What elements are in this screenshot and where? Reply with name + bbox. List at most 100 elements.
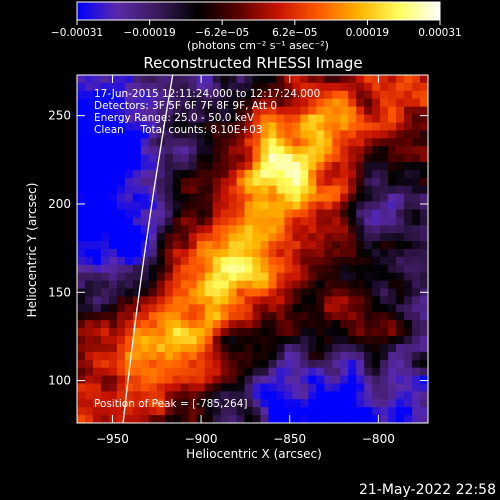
heatmap-cell <box>388 225 397 234</box>
heatmap-cell <box>140 225 150 234</box>
heatmap-cell <box>308 185 317 195</box>
heatmap-cell <box>92 75 102 84</box>
heatmap-cell <box>348 249 357 258</box>
heatmap-cell <box>260 343 269 353</box>
heatmap-cell <box>236 217 245 226</box>
heatmap-cell <box>276 122 285 131</box>
heatmap-cell <box>180 90 190 100</box>
heatmap-cell <box>380 106 389 115</box>
heatmap-cell <box>268 209 277 218</box>
heatmap-cell <box>396 399 405 408</box>
heatmap-cell <box>260 249 269 258</box>
heatmap-cell <box>284 359 293 369</box>
heatmap-cell <box>348 288 357 297</box>
heatmap-cell <box>156 351 166 361</box>
heatmap-cell <box>188 336 198 345</box>
heatmap-cell <box>420 375 428 384</box>
heatmap-cell <box>324 351 333 361</box>
heatmap-cell <box>220 407 229 416</box>
heatmap-cell <box>244 233 253 242</box>
heatmap-cell <box>252 383 261 392</box>
heatmap-cell <box>324 82 333 92</box>
heatmap-cell <box>180 130 190 139</box>
heatmap-cell <box>348 201 357 210</box>
heatmap-cell <box>252 201 261 210</box>
heatmap-cell <box>172 367 182 376</box>
heatmap-cell <box>260 336 269 345</box>
heatmap-cell <box>188 272 198 282</box>
heatmap-cell <box>228 367 237 376</box>
heatmap-cell <box>308 288 317 297</box>
heatmap-cell <box>132 154 142 163</box>
heatmap-cell <box>196 304 206 313</box>
heatmap-cell <box>148 185 158 195</box>
heatmap-cell <box>292 249 301 258</box>
heatmap-cell <box>300 146 309 155</box>
heatmap-cell <box>412 415 421 423</box>
heatmap-cell <box>300 415 309 423</box>
heatmap-cell <box>340 280 349 289</box>
heatmap-cell <box>276 177 285 187</box>
heatmap-cell <box>100 312 110 321</box>
heatmap-cell <box>108 193 118 202</box>
heatmap-cell <box>164 177 174 187</box>
heatmap-cell <box>268 162 277 171</box>
heatmap-cell <box>228 288 237 297</box>
heatmap-cell <box>196 162 206 171</box>
heatmap-cell <box>84 82 94 92</box>
heatmap-cell <box>308 415 317 423</box>
heatmap-cell <box>164 225 174 234</box>
heatmap-cell <box>100 75 110 84</box>
heatmap-cell <box>260 138 269 147</box>
heatmap-cell <box>324 146 333 155</box>
heatmap-cell <box>228 280 237 289</box>
heatmap-cell <box>92 241 102 250</box>
chart-title: Reconstructed RHESSI Image <box>143 54 362 72</box>
heatmap-cell <box>292 177 301 187</box>
heatmap-cell <box>380 320 389 329</box>
heatmap-cell <box>156 328 166 337</box>
heatmap-cell <box>300 304 309 313</box>
heatmap-cell <box>204 415 214 423</box>
heatmap-cell <box>244 185 253 195</box>
heatmap-cell <box>236 343 245 353</box>
heatmap-cell <box>308 264 317 274</box>
heatmap-cell <box>180 375 190 384</box>
heatmap-cell <box>180 233 190 242</box>
heatmap-cell <box>380 185 389 195</box>
heatmap-cell <box>252 415 261 423</box>
heatmap-cell <box>356 209 365 218</box>
heatmap-cell <box>100 162 110 171</box>
heatmap-cell <box>148 272 158 282</box>
heatmap-cell <box>84 98 94 108</box>
heatmap-cell <box>188 296 198 305</box>
heatmap-cell <box>332 193 341 202</box>
heatmap-cell <box>268 359 277 369</box>
heatmap-cell <box>188 383 198 392</box>
heatmap-cell <box>284 241 293 250</box>
heatmap-cell <box>284 114 293 123</box>
heatmap-cell <box>204 312 214 321</box>
heatmap-cell <box>220 256 229 266</box>
heatmap-cell <box>260 146 269 155</box>
heatmap-cell <box>156 114 166 123</box>
heatmap-cell <box>268 320 277 329</box>
heatmap-cell <box>244 162 253 171</box>
heatmap-cell <box>388 193 397 202</box>
heatmap-cell <box>84 138 94 147</box>
heatmap-cell <box>148 217 158 226</box>
heatmap-cell <box>228 407 237 416</box>
heatmap-cell <box>204 391 214 400</box>
heatmap-cell <box>156 193 166 202</box>
heatmap-cell <box>116 138 126 147</box>
heatmap-cell <box>388 217 397 226</box>
heatmap-cell <box>124 312 134 321</box>
heatmap-cell <box>164 256 174 266</box>
heatmap-cell <box>77 193 86 202</box>
heatmap-cell <box>204 288 214 297</box>
heatmap-cell <box>156 90 166 100</box>
heatmap-cell <box>372 114 381 123</box>
heatmap-cell <box>164 201 174 210</box>
heatmap-cell <box>348 296 357 305</box>
heatmap-cell <box>244 122 253 131</box>
